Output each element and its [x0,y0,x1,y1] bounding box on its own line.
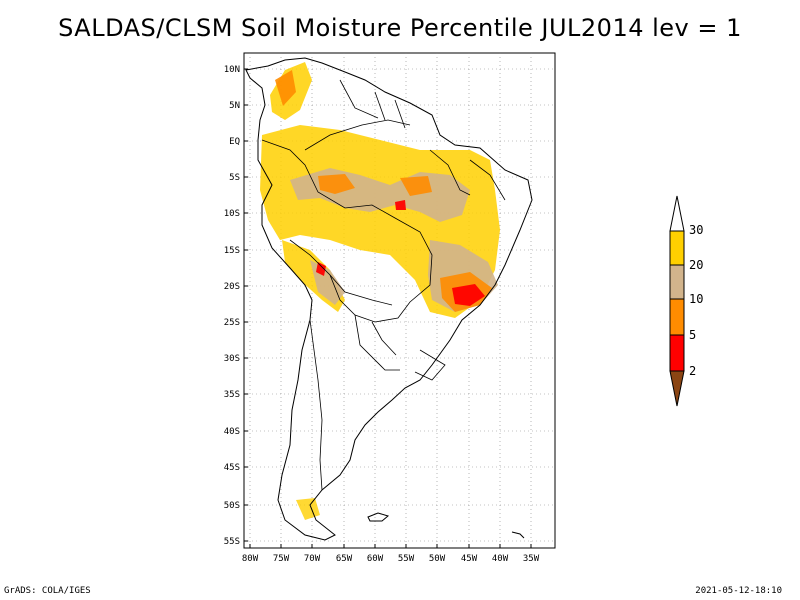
colorbar-20-30 [669,230,685,266]
legend-label-5: 5 [689,328,696,342]
legend-label-30: 30 [689,223,703,237]
lon-label: 70W [304,554,321,564]
legend-label-20: 20 [689,258,703,272]
lon-label: 75W [273,554,290,564]
border-11 [429,149,471,196]
lat-label: EQ [229,137,240,147]
colorbar: 30 20 10 5 2 [669,195,703,407]
map-frame [243,52,556,549]
border-12 [469,159,506,201]
border-10 [414,349,446,381]
lat-label: 20S [224,282,240,292]
latitude-labels: 10N 5N EQ 5S 10S 15S 20S 25S 30S 35S 40S 45S 50S 55S [224,65,248,547]
map-title: SALDAS/CLSM Soil Moisture Percentile JUL… [58,14,742,42]
lat-label: 30S [224,354,240,364]
border-4 [374,91,386,121]
lat-label: 50S [224,501,240,511]
country-borders [261,79,506,491]
lon-label: 40W [492,554,509,564]
colorbar-top-arrow [669,195,685,232]
lat-label: 5S [229,173,240,183]
lat-label: 10N [224,65,240,75]
shading-red [452,284,485,306]
colorbar-10-20 [669,264,685,300]
border-6 [329,274,393,306]
lon-label: 55W [398,554,415,564]
lat-label: 25S [224,318,240,328]
shading-orange-2 [400,176,432,196]
south-america-outline [245,57,533,541]
lat-label: 5N [229,101,240,111]
lat-label: 55S [224,537,240,547]
shading-orange [318,174,355,194]
border-3 [339,79,379,119]
footer-credit: GrADS: COLA/IGES [4,586,91,596]
lon-label: 45W [461,554,478,564]
lat-label: 35S [224,390,240,400]
falkland-islands [367,512,390,522]
lat-label: 15S [224,246,240,256]
lon-label: 50W [429,554,446,564]
shading-red-2 [395,200,406,210]
border-8 [371,321,397,356]
legend-label-10: 10 [689,292,703,306]
shading-orange-4 [275,70,296,106]
lat-label: 40S [224,427,240,437]
lon-label: 35W [523,554,540,564]
gridlines [244,53,555,548]
border-1 [261,139,433,323]
colorbar-2-5 [669,334,685,372]
border-2 [304,119,411,151]
border-7 [354,314,400,371]
longitude-labels: 80W 75W 70W 65W 60W 55W 50W 45W 40W 35W [242,544,540,564]
lon-label: 65W [336,554,353,564]
colorbar-bottom-arrow [669,370,685,407]
lon-label: 80W [242,554,259,564]
border-9 [309,319,323,491]
shading-red-3 [316,262,326,276]
south-georgia [511,531,525,539]
lat-label: 45S [224,463,240,473]
footer-timestamp: 2021-05-12-18:10 [695,586,782,596]
legend-label-2: 2 [689,364,696,378]
lon-label: 60W [367,554,384,564]
colorbar-5-10 [669,298,685,336]
border-5 [394,99,406,129]
lat-label: 10S [224,209,240,219]
